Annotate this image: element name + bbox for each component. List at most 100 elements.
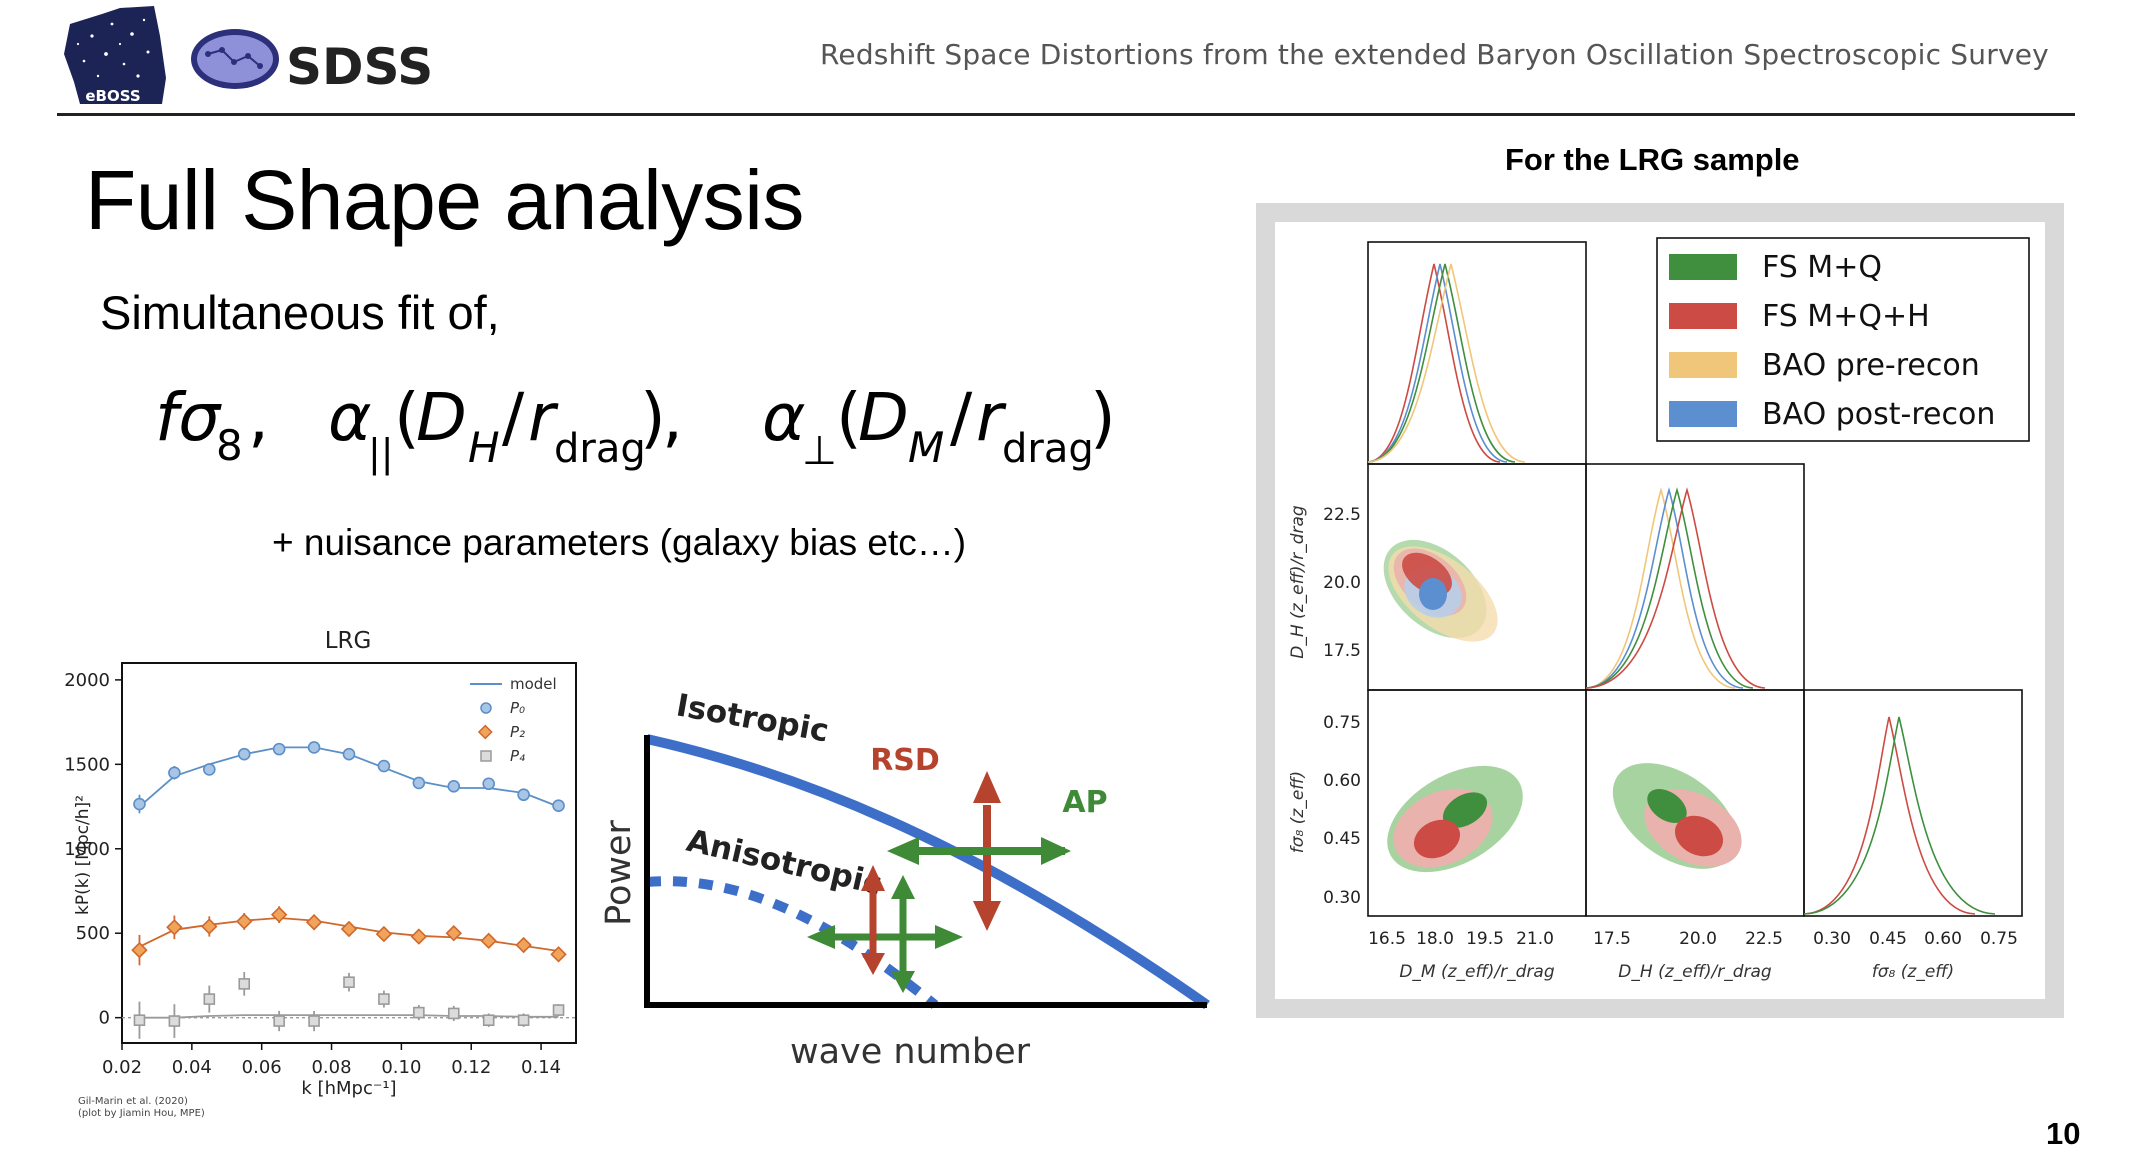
formula-alpha-perp-sub: ⊥ — [802, 428, 837, 474]
xtick-fs-0-30: 0.30 — [1813, 929, 1851, 949]
formula-dm-sub: M — [908, 423, 944, 472]
pk-p4-point — [413, 1006, 425, 1019]
parameter-formula: fσ 8 , α || ( D H / r drag ) , α ⊥ ( D M… — [155, 379, 1116, 476]
formula-dm-d: D — [858, 379, 909, 456]
pk-p2-point — [236, 913, 253, 930]
pk-p4-point — [273, 1015, 285, 1027]
legend-fs-mq-label: FS M+Q — [1762, 250, 1882, 285]
xtick-fs-0-60: 0.60 — [1924, 929, 1962, 949]
formula-open-1: ( — [394, 379, 420, 456]
pk-p0-point — [203, 763, 216, 776]
pk-p0-point — [447, 779, 461, 793]
pk-p4-point — [308, 1015, 320, 1027]
pk-title: LRG — [325, 628, 372, 654]
sdss-logo: SDSS — [191, 29, 430, 96]
xtick-dm-21-0: 21.0 — [1516, 929, 1554, 949]
pk-ytick-label: 0 — [99, 1008, 110, 1029]
pk-multipole-chart: LRG 0 500 1000 1500 2000 0.02 0.04 0.06 0.08 0.1… — [64, 628, 577, 1119]
formula-alpha-perp: α — [762, 379, 806, 456]
nuisance-text: + nuisance parameters (galaxy bias etc…) — [272, 522, 967, 563]
legend-fs-mq-swatch — [1669, 254, 1737, 280]
ytick-fs-0-30: 0.30 — [1323, 888, 1361, 908]
formula-alpha-par: α — [328, 379, 372, 456]
eboss-logo-text: eBOSS — [85, 87, 140, 105]
xlabel-dm: D_M (z_eff)/r_drag — [1399, 962, 1554, 982]
legend-bao-post-label: BAO post-recon — [1762, 397, 1995, 432]
pk-ytick-label: 1500 — [64, 754, 110, 775]
isotropic-curve — [645, 734, 1210, 1010]
ytick-fs-0-60: 0.60 — [1323, 771, 1361, 791]
formula-drag-sub-2: drag — [1002, 426, 1094, 472]
formula-alpha-par-sub: || — [368, 431, 394, 476]
pk-p0-point — [272, 742, 286, 756]
pk-p4-point — [203, 993, 216, 1005]
schematic-xlabel: wave number — [790, 1032, 1031, 1072]
formula-slash-1: / — [502, 379, 525, 456]
pk-p0-point — [133, 797, 146, 811]
pk-p0-point — [552, 799, 565, 813]
formula-r-1: r — [528, 379, 559, 456]
pk-p2-point — [480, 932, 497, 950]
pk-p2-point — [550, 946, 567, 963]
pk-p2-point — [131, 941, 148, 959]
legend-p2-label: P₂ — [510, 723, 525, 741]
pk-p2-point — [515, 936, 532, 954]
dm-fs-contours — [1387, 765, 1523, 873]
pk-p4-point — [517, 1014, 530, 1027]
pk-p0-point — [377, 759, 391, 773]
formula-r-2: r — [976, 379, 1007, 456]
pk-p4-point — [133, 1014, 146, 1027]
ytick-dh-20-0: 20.0 — [1323, 573, 1361, 593]
pk-p4-point — [482, 1014, 495, 1027]
xtick-dh-17-5: 17.5 — [1593, 929, 1631, 949]
legend-bao-pre-swatch — [1669, 352, 1737, 378]
xtick-dm-19-5: 19.5 — [1466, 929, 1504, 949]
legend-bao-post-swatch — [1669, 401, 1737, 427]
triangle-plot: FS M+Q FS M+Q+H BAO pre-recon BAO post-r… — [1288, 237, 2030, 982]
formula-fsigma-sub: 8 — [216, 421, 243, 470]
dm-dh-contours — [1383, 539, 1498, 642]
xtick-dh-22-5: 22.5 — [1745, 929, 1783, 949]
pk-p4-point — [447, 1007, 460, 1020]
pk-p2-point — [375, 925, 393, 943]
pk-p4-point — [343, 976, 355, 989]
ap-arrow-vertical-small — [891, 875, 915, 993]
ylabel-fs: fσ₈ (z_eff) — [1288, 771, 1308, 853]
page-number: 10 — [2046, 1116, 2081, 1151]
ytick-fs-0-45: 0.45 — [1323, 829, 1361, 849]
pk-ytick-label: 2000 — [64, 670, 110, 691]
ap-arrow-large — [887, 837, 1071, 865]
pk-ytick-label: 1000 — [64, 839, 110, 860]
pk-credit-2: (plot by Jiamin Hou, MPE) — [78, 1108, 205, 1119]
legend-p4-marker — [480, 750, 492, 762]
dm-1d-curves — [1367, 263, 1526, 463]
legend-p4-label: P₄ — [510, 747, 525, 765]
xtick-dh-20-0: 20.0 — [1679, 929, 1717, 949]
pk-p0-point — [517, 788, 530, 802]
pk-xlabel: k [hMpc⁻¹] — [301, 1078, 396, 1099]
pk-xtick-label: 0.10 — [381, 1057, 421, 1078]
ytick-dh-22-5: 22.5 — [1323, 505, 1361, 525]
legend-p2-marker — [477, 724, 493, 740]
formula-close-1: ) — [640, 379, 666, 456]
formula-close-2: ) — [1090, 379, 1116, 456]
triangle-x-ticks: 16.5 18.0 19.5 21.0 17.5 20.0 22.5 0.30 … — [1368, 929, 2018, 949]
schematic-ylabel: Power — [599, 819, 639, 925]
formula-open-2: ( — [836, 379, 862, 456]
xtick-fs-0-45: 0.45 — [1869, 929, 1907, 949]
ap-arrow-small — [807, 925, 963, 949]
pk-ytick-label: 500 — [76, 923, 110, 944]
xtick-dm-18-0: 18.0 — [1416, 929, 1454, 949]
sdss-logo-text: SDSS — [286, 38, 430, 96]
pk-p2-point — [201, 918, 218, 935]
formula-slash-2: / — [950, 379, 973, 456]
legend-bao-pre-label: BAO pre-recon — [1762, 348, 1980, 383]
legend-model-label: model — [510, 675, 557, 693]
rsd-ap-schematic: Isotropic Anisotropic Power wave number … — [599, 687, 1210, 1072]
header-subtitle: Redshift Space Distortions from the exte… — [820, 38, 2049, 71]
pk-p0-point — [307, 741, 321, 754]
rsd-label: RSD — [870, 743, 940, 778]
ytick-fs-0-75: 0.75 — [1323, 713, 1361, 733]
pk-p0-point — [342, 747, 356, 761]
formula-comma-2: , — [662, 379, 683, 456]
